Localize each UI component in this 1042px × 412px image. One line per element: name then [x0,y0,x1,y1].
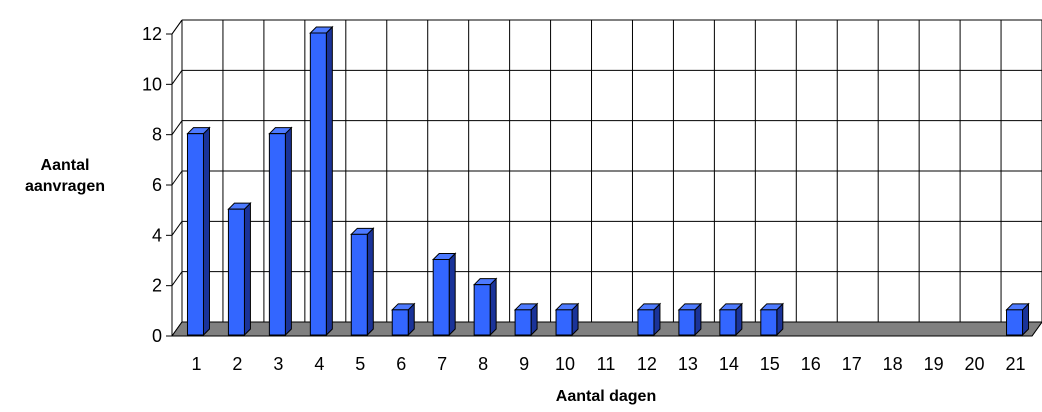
x-tick-label: 3 [273,354,283,374]
x-tick-label: 8 [478,354,488,374]
bar [759,302,785,337]
y-axis-label-line1: Aantal [40,157,90,174]
y-tick-label: 10 [142,74,162,94]
x-tick-label: 11 [597,354,616,374]
grid-line-side [171,271,183,286]
bar-front [1006,309,1024,336]
y-axis-label-line2: aanvragen [24,178,106,195]
bar [718,302,744,337]
wall-top-edge [171,19,183,35]
y-tick-label: 12 [142,24,162,44]
x-axis-label: Aantal dagen [555,388,657,405]
y-tick-label: 0 [152,326,162,346]
x-tick-label: 4 [314,354,324,374]
x-tick-label: 15 [760,354,780,374]
x-tick-label: 10 [555,354,575,374]
grid-line-side [171,221,183,236]
grid-line-side [171,170,183,186]
bar-front [227,208,245,336]
bar-side [489,277,497,337]
bar [309,25,334,337]
bar-front [391,309,409,336]
x-tick-label: 17 [842,354,862,374]
axes [166,19,1032,337]
bar [554,302,580,337]
bar-front [268,133,286,336]
bar-side [325,25,333,337]
x-tick-label: 9 [519,354,529,374]
bar [677,302,703,337]
y-axis-label: Aantal aanvragen [10,155,120,197]
y-tick-label: 4 [152,225,162,245]
bar [431,252,457,337]
bar-side [202,126,210,337]
x-tick-label: 5 [355,354,365,374]
x-tick-label: 21 [1006,354,1026,374]
bar-side [243,201,251,337]
bar [513,302,539,337]
grid-line-side [171,120,183,135]
bar-front [186,133,204,336]
bar-side [366,227,374,337]
x-tick-label: 7 [437,354,447,374]
bar [391,302,416,337]
bar-front [514,309,532,336]
bar [636,302,662,337]
x-tick-label: 18 [883,354,903,374]
bar-front [309,32,327,336]
y-tick-label: 6 [152,175,162,195]
x-tick-label: 1 [191,354,201,374]
bar-front [678,309,696,336]
chart-floor [171,321,1042,337]
x-tick-label: 13 [678,354,698,374]
bar-front [473,284,491,336]
grid-lines [171,19,1042,337]
bar [472,277,498,337]
x-tick-label: 2 [232,354,242,374]
bar-front [719,309,737,336]
bar [268,126,293,337]
bar [1005,302,1030,337]
bar-side [284,126,292,337]
y-tick-label: 8 [152,125,162,145]
x-tick-labels: 1 2 3 4 5 6 7 8 9 10 11 12 13 14 15 16 17 18 19 20 21 [191,354,1025,374]
x-tick-label: 6 [396,354,406,374]
bars [186,25,1030,337]
bar-front [555,309,573,336]
x-tick-label: 16 [801,354,821,374]
y-tick-label: 2 [152,276,162,296]
bar-front [760,309,778,336]
y-tick-labels: 0 2 4 6 8 10 12 [142,24,162,346]
bar-front [637,309,655,336]
bar-side [448,252,456,337]
bar-front [350,233,368,336]
x-tick-label: 19 [924,354,944,374]
floor-plane [171,321,1042,337]
bar-front [432,259,450,336]
bar [350,227,375,337]
bar [186,126,211,337]
bar [227,201,252,337]
x-tick-label: 12 [637,354,657,374]
x-tick-label: 20 [965,354,985,374]
grid-line-side [171,70,183,85]
x-tick-label: 14 [719,354,739,374]
